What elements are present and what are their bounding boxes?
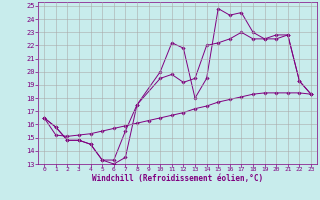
X-axis label: Windchill (Refroidissement éolien,°C): Windchill (Refroidissement éolien,°C) (92, 174, 263, 183)
